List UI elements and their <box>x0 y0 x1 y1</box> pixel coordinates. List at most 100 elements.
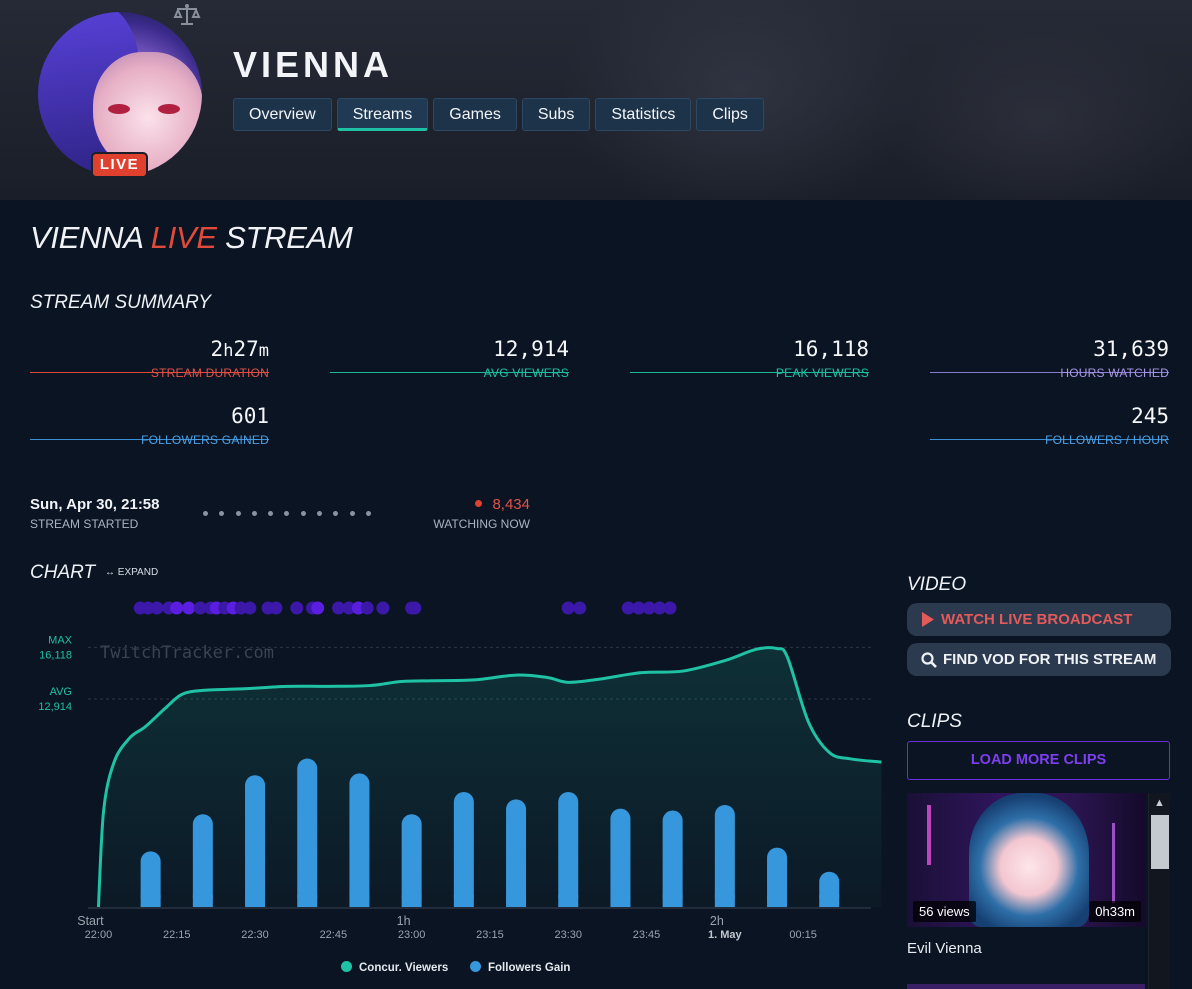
scale-icon[interactable] <box>172 2 202 28</box>
live-dot-icon <box>475 500 483 507</box>
tab-statistics[interactable]: Statistics <box>595 98 692 131</box>
legend-followers[interactable]: Followers Gain <box>470 961 570 974</box>
chart-watermark: TwitchTracker.com <box>100 643 274 663</box>
stat-avg-viewers-value: 12,914 <box>493 337 569 361</box>
legend-followers-label: Followers Gain <box>488 962 571 974</box>
viewers-line <box>96 646 882 908</box>
event-marker <box>332 601 346 615</box>
followers-bar-base <box>297 895 318 907</box>
duration-hours-unit: h <box>223 341 234 361</box>
tab-subs[interactable]: Subs <box>521 98 591 131</box>
channel-tabs: Overview Streams Games Subs Statistics C… <box>233 98 764 131</box>
followers-bar-base <box>192 895 213 907</box>
event-marker <box>573 601 587 615</box>
stat-followers-gained-value: 601 <box>231 404 269 428</box>
stat-duration-value: 2h27m <box>30 338 269 362</box>
stat-followers-per-hour-label: FOLLOWERS / HOUR <box>1045 433 1169 447</box>
event-marker <box>269 601 283 615</box>
page-title-live: LIVE <box>150 220 217 255</box>
clip-thumbnail[interactable]: 56 views 0h33m <box>907 793 1145 927</box>
x-tick-label: 23:00 <box>398 929 426 941</box>
tab-streams[interactable]: Streams <box>336 98 429 131</box>
duration-hours: 2 <box>210 337 224 361</box>
progress-dot <box>349 511 355 516</box>
avg-label: AVG <box>50 686 72 698</box>
clip-decoration <box>927 805 931 865</box>
progress-dot <box>333 511 339 516</box>
scroll-up-icon[interactable]: ▲ <box>1154 797 1165 809</box>
followers-bar <box>245 775 266 907</box>
stream-started: Sun, Apr 30, 21:58 STREAM STARTED <box>30 496 160 531</box>
avg-value: 12,914 <box>38 701 72 713</box>
followers-bar-base <box>819 895 840 907</box>
stat-followers-gained: 601 FOLLOWERS GAINED <box>30 404 269 447</box>
load-more-clips-button[interactable]: LOAD MORE CLIPS <box>907 741 1170 780</box>
video-heading: VIDEO <box>907 574 967 595</box>
progress-dot <box>284 511 290 516</box>
avatar-eye <box>108 104 130 114</box>
followers-bar <box>714 804 735 907</box>
followers-bar <box>140 851 161 907</box>
stat-duration: 2h27m STREAM DURATION <box>30 337 269 380</box>
followers-bar <box>506 799 527 907</box>
legend-viewers[interactable]: Concur. Viewers <box>341 961 448 974</box>
x-tick-top-label: 1h <box>397 914 411 928</box>
stat-duration-label: STREAM DURATION <box>150 366 269 380</box>
viewers-area <box>98 647 882 907</box>
clip-character <box>969 793 1089 927</box>
clip-thumbnail-next[interactable] <box>907 984 1145 989</box>
clips-scrollbar[interactable]: ▲ <box>1148 793 1170 989</box>
followers-bar-base <box>662 895 683 907</box>
stat-hours-watched-label: HOURS WATCHED <box>1060 366 1169 380</box>
x-tick-label: 23:15 <box>476 929 504 941</box>
clips-heading: CLIPS <box>907 711 962 732</box>
event-marker <box>243 601 257 615</box>
followers-bar-base <box>506 895 527 907</box>
watch-live-broadcast-button[interactable]: WATCH LIVE BROADCAST <box>907 603 1171 636</box>
x-tick-top-label: 2h <box>710 914 724 928</box>
watching-now-value: 8,434 <box>492 496 530 513</box>
max-value: 16,118 <box>39 649 72 661</box>
tab-overview[interactable]: Overview <box>233 98 332 131</box>
clip-decoration <box>1112 823 1115 903</box>
progress-dot <box>235 511 241 516</box>
followers-bar <box>558 791 579 907</box>
legend-viewers-label: Concur. Viewers <box>359 962 449 974</box>
stat-avg-viewers: 12,914 AVG VIEWERS <box>330 337 569 380</box>
stream-chart: TwitchTracker.com MAX 16,118 AVG 12,914 Start… <box>38 601 882 941</box>
expand-button[interactable]: ↔ EXPAND <box>105 567 159 578</box>
event-marker <box>561 601 575 615</box>
stat-avg-viewers-label: AVG VIEWERS <box>483 366 569 380</box>
event-marker <box>632 601 646 615</box>
stream-started-value: Sun, Apr 30, 21:58 <box>30 496 160 513</box>
progress-dot <box>268 511 274 516</box>
scrollbar-thumb[interactable] <box>1151 815 1169 869</box>
channel-name: VIENNA <box>233 44 394 85</box>
x-tick-label: 22:15 <box>163 929 191 941</box>
find-vod-button[interactable]: FIND VOD FOR THIS STREAM <box>907 643 1171 676</box>
x-tick-top-label: Start <box>77 914 104 928</box>
followers-bar-base <box>245 895 266 907</box>
followers-bar-base <box>558 895 579 907</box>
watch-live-broadcast-label: WATCH LIVE BROADCAST <box>941 611 1133 628</box>
clip-title[interactable]: Evil Vienna <box>907 940 982 957</box>
event-marker <box>653 601 667 615</box>
stat-peak-viewers-label: PEAK VIEWERS <box>775 366 869 380</box>
clip-duration: 0h33m <box>1089 901 1141 922</box>
event-marker <box>342 601 356 615</box>
tab-games[interactable]: Games <box>433 98 517 131</box>
x-tick-label: 23:30 <box>554 929 582 941</box>
page-title: VIENNA LIVE STREAM <box>30 220 353 256</box>
find-vod-label: FIND VOD FOR THIS STREAM <box>943 651 1157 668</box>
x-tick-label: 22:30 <box>241 929 269 941</box>
stream-started-label: STREAM STARTED <box>30 517 139 531</box>
event-marker <box>290 601 304 615</box>
event-marker <box>376 601 390 615</box>
followers-bar <box>610 808 631 907</box>
event-marker <box>360 601 374 615</box>
progress-dots <box>203 511 371 516</box>
tab-clips[interactable]: Clips <box>696 98 764 131</box>
play-icon <box>922 612 934 627</box>
watching-now-label: WATCHING NOW <box>433 517 530 531</box>
watching-now: 8,434 WATCHING NOW <box>430 496 530 531</box>
